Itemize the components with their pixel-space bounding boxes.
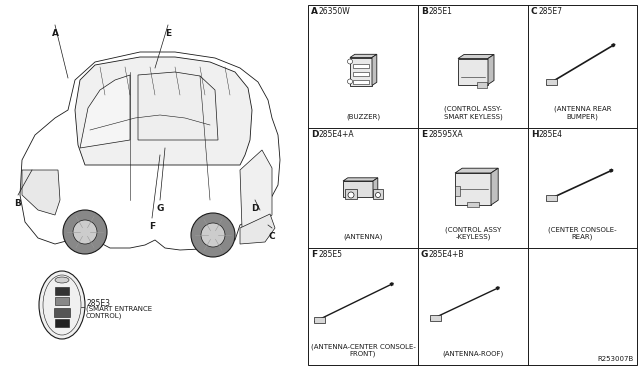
Circle shape bbox=[73, 220, 97, 244]
Polygon shape bbox=[343, 181, 373, 197]
Polygon shape bbox=[20, 52, 280, 250]
Polygon shape bbox=[343, 178, 378, 181]
Circle shape bbox=[348, 59, 353, 64]
Polygon shape bbox=[458, 58, 488, 84]
Text: (ANTENNA-CENTER CONSOLE-
FRONT): (ANTENNA-CENTER CONSOLE- FRONT) bbox=[310, 343, 415, 357]
Circle shape bbox=[348, 79, 353, 84]
Text: 285E1: 285E1 bbox=[429, 7, 453, 16]
Text: A: A bbox=[51, 29, 58, 38]
Text: (ANTENNA-ROOF): (ANTENNA-ROOF) bbox=[442, 350, 504, 357]
Text: 285E5: 285E5 bbox=[319, 250, 343, 259]
Text: (CONTROL ASSY
-KEYLESS): (CONTROL ASSY -KEYLESS) bbox=[445, 226, 501, 240]
Bar bbox=[455, 186, 460, 196]
Polygon shape bbox=[491, 168, 498, 205]
Polygon shape bbox=[75, 57, 252, 165]
Bar bbox=[546, 79, 557, 85]
Text: 285E4: 285E4 bbox=[539, 130, 563, 139]
Text: 26350W: 26350W bbox=[319, 7, 351, 16]
Polygon shape bbox=[22, 170, 60, 215]
Text: 28595XA: 28595XA bbox=[429, 130, 463, 139]
Text: 285E4+B: 285E4+B bbox=[429, 250, 465, 259]
Bar bbox=[429, 315, 440, 321]
Polygon shape bbox=[455, 168, 498, 173]
Polygon shape bbox=[488, 55, 494, 84]
Bar bbox=[467, 202, 479, 207]
Bar bbox=[55, 319, 69, 327]
Polygon shape bbox=[350, 58, 372, 86]
Bar bbox=[314, 317, 324, 323]
Polygon shape bbox=[240, 150, 272, 230]
Text: G: G bbox=[156, 204, 164, 213]
Polygon shape bbox=[240, 214, 275, 244]
Polygon shape bbox=[350, 54, 377, 58]
Text: F: F bbox=[311, 250, 317, 259]
Text: (ANTENNA): (ANTENNA) bbox=[343, 234, 383, 240]
Text: 285E7: 285E7 bbox=[539, 7, 563, 16]
Bar bbox=[353, 71, 369, 76]
Text: E: E bbox=[421, 130, 427, 139]
Polygon shape bbox=[455, 173, 491, 205]
Bar bbox=[54, 308, 70, 317]
Text: C: C bbox=[269, 232, 275, 241]
Polygon shape bbox=[373, 178, 378, 197]
Text: A: A bbox=[311, 7, 318, 16]
Text: (BUZZER): (BUZZER) bbox=[346, 113, 380, 120]
Circle shape bbox=[348, 192, 354, 198]
Text: (CONTROL ASSY-
SMART KEYLESS): (CONTROL ASSY- SMART KEYLESS) bbox=[444, 106, 502, 120]
Text: B: B bbox=[15, 199, 21, 208]
Text: H: H bbox=[531, 130, 539, 139]
Text: 285E3: 285E3 bbox=[86, 298, 110, 308]
Polygon shape bbox=[372, 54, 377, 86]
Bar bbox=[55, 297, 69, 305]
Text: E: E bbox=[165, 29, 171, 38]
Text: C: C bbox=[531, 7, 538, 16]
Text: (ANTENNA REAR
BUMPER): (ANTENNA REAR BUMPER) bbox=[554, 106, 611, 120]
Text: D: D bbox=[252, 204, 259, 213]
Text: B: B bbox=[421, 7, 428, 16]
Text: R253007B: R253007B bbox=[598, 356, 634, 362]
Bar bbox=[546, 195, 557, 201]
Text: 285E4+A: 285E4+A bbox=[319, 130, 355, 139]
Text: (CENTER CONSOLE-
REAR): (CENTER CONSOLE- REAR) bbox=[548, 226, 617, 240]
Text: F: F bbox=[149, 222, 155, 231]
Bar bbox=[373, 189, 383, 199]
Bar bbox=[353, 80, 369, 83]
Polygon shape bbox=[80, 75, 130, 148]
Circle shape bbox=[201, 223, 225, 247]
Circle shape bbox=[191, 213, 235, 257]
Bar bbox=[55, 287, 69, 295]
Circle shape bbox=[63, 210, 107, 254]
Text: G: G bbox=[421, 250, 428, 259]
Circle shape bbox=[376, 192, 381, 198]
Bar bbox=[353, 64, 369, 67]
Bar bbox=[477, 81, 487, 87]
Bar bbox=[308, 5, 637, 365]
Ellipse shape bbox=[39, 271, 85, 339]
Polygon shape bbox=[138, 72, 218, 140]
Polygon shape bbox=[458, 55, 494, 58]
Ellipse shape bbox=[55, 277, 69, 283]
Text: (SMART ENTRANCE
CONTROL): (SMART ENTRANCE CONTROL) bbox=[86, 305, 152, 319]
Text: D: D bbox=[311, 130, 319, 139]
Bar bbox=[345, 189, 357, 199]
